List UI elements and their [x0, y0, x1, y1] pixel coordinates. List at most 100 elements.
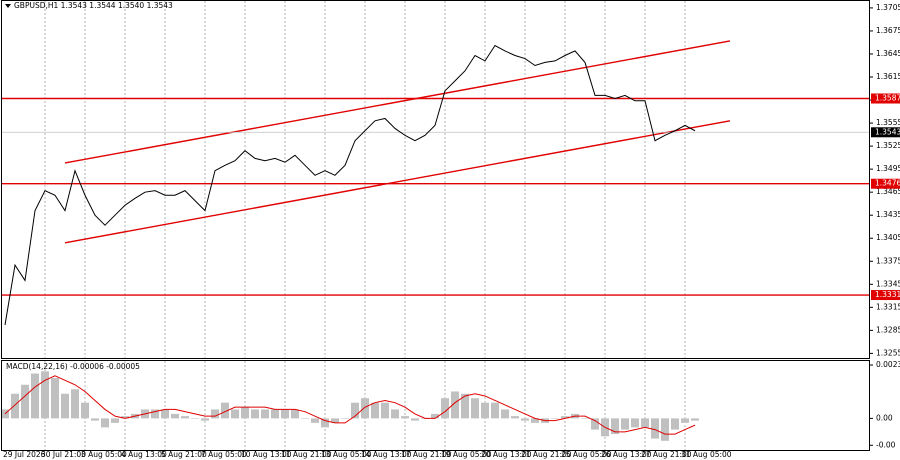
signal-line — [4, 375, 696, 435]
macd-bar — [271, 409, 279, 419]
macd-bar — [471, 398, 479, 419]
macd-bar — [451, 391, 459, 419]
macd-bar — [231, 409, 239, 419]
macd-bar — [681, 418, 689, 423]
price-title: GBPUSD,H1 1.3543 1.3544 1.3540 1.3543 — [14, 1, 173, 10]
macd-bar — [281, 409, 289, 419]
x-tick-label: 10 Aug 13:00 — [241, 450, 292, 459]
y-tick-label: 1.3345 — [876, 279, 900, 288]
y-tick-label: 1.3315 — [876, 302, 900, 311]
x-tick-label: 11 Aug 21:00 — [281, 450, 332, 459]
macd-bar — [591, 418, 599, 430]
macd-bar — [191, 418, 199, 419]
macd-bar — [71, 389, 79, 419]
macd-title: MACD(14,22,16) -0.00006 -0.00005 — [6, 362, 140, 371]
x-tick-label: 26 Aug 13:00 — [601, 450, 652, 459]
macd-bar — [21, 384, 29, 419]
macd-bar — [381, 402, 389, 419]
macd-bar — [551, 418, 559, 419]
macd-bar — [661, 418, 669, 441]
macd-bar — [651, 418, 659, 439]
macd-bar — [321, 418, 329, 428]
trend-line — [64, 40, 731, 164]
y-tick-label: 1.3255 — [876, 348, 900, 357]
macd-bar — [531, 418, 539, 423]
macd-bar — [251, 409, 259, 419]
macd-bar — [441, 398, 449, 419]
macd-bar — [241, 407, 249, 419]
macd-bar — [201, 418, 209, 421]
y-tick-label: 1.3525 — [876, 141, 900, 150]
current-price-box — [871, 127, 900, 138]
macd-bar — [91, 418, 99, 421]
macd-bar — [431, 413, 439, 419]
macd-bar — [51, 378, 59, 419]
x-tick-label: 25 Aug 05:00 — [561, 450, 612, 459]
macd-bar — [461, 393, 469, 419]
macd-bar — [481, 402, 489, 419]
y-tick-label: 1.3285 — [876, 325, 900, 334]
x-tick-label: 7 Aug 05:00 — [201, 450, 247, 459]
macd-bar — [41, 371, 49, 419]
macd-bar — [121, 416, 129, 419]
x-tick-label: 30 Jul 21:00 — [41, 450, 86, 459]
x-tick-label: 21 Aug 21:00 — [521, 450, 572, 459]
macd-bar — [411, 418, 419, 421]
macd-panel-frame — [1, 360, 870, 451]
x-tick-label: 20 Aug 13:00 — [481, 450, 532, 459]
macd-bar — [151, 409, 159, 419]
x-tick-label: 17 Aug 21:00 — [401, 450, 452, 459]
y2-tick-label: 0.00 — [876, 413, 893, 422]
x-tick-label: 31 Aug 05:00 — [681, 450, 732, 459]
level-label-box — [871, 178, 900, 189]
x-tick-label: 27 Aug 21:00 — [641, 450, 692, 459]
y-tick-label: 1.3615 — [876, 72, 900, 81]
macd-bar — [171, 413, 179, 419]
macd-bar — [31, 373, 39, 419]
macd-bar — [501, 409, 509, 419]
macd-bar — [521, 418, 529, 421]
y-tick-label: 1.3405 — [876, 233, 900, 242]
macd-bar — [361, 398, 369, 419]
macd-bar — [561, 416, 569, 419]
x-tick-label: 19 Aug 05:00 — [441, 450, 492, 459]
y-tick-label: 1.3705 — [876, 3, 900, 12]
y-tick-label: 1.3675 — [876, 26, 900, 35]
macd-bar — [301, 418, 309, 419]
trend-line — [64, 120, 731, 244]
x-tick-label: 3 Aug 05:00 — [81, 450, 127, 459]
macd-bar — [11, 393, 19, 419]
price-panel-frame — [1, 0, 870, 359]
macd-bar — [331, 418, 339, 423]
x-tick-label: 5 Aug 21:00 — [161, 450, 207, 459]
level-label: 1.3587 — [875, 94, 900, 103]
x-tick-label: 14 Aug 13:00 — [361, 450, 412, 459]
macd-bar — [621, 418, 629, 430]
level-label-box — [871, 290, 900, 301]
level-label-box — [871, 93, 900, 104]
y-tick-label: 1.3465 — [876, 187, 900, 196]
y2-tick-label: -0.00 — [876, 440, 896, 449]
y-tick-label: 1.3435 — [876, 210, 900, 219]
macd-bar — [691, 418, 699, 421]
macd-bar — [311, 418, 319, 423]
y-tick-label: 1.3645 — [876, 49, 900, 58]
macd-bar — [161, 409, 169, 419]
level-label: 1.3476 — [875, 179, 900, 188]
level-label: 1.3331 — [875, 290, 900, 299]
y-tick-label: 1.3375 — [876, 256, 900, 265]
macd-bar — [671, 418, 679, 430]
macd-bar — [181, 416, 189, 419]
macd-bar — [341, 418, 349, 419]
current-price-label: 1.3543 — [875, 127, 900, 136]
x-tick-label: 29 Jul 2026 — [3, 450, 46, 459]
y2-tick-label: 0.00238 — [876, 360, 900, 369]
macd-bar — [261, 409, 269, 419]
macd-bar — [401, 416, 409, 419]
macd-bar — [101, 418, 109, 428]
macd-bar — [81, 402, 89, 419]
